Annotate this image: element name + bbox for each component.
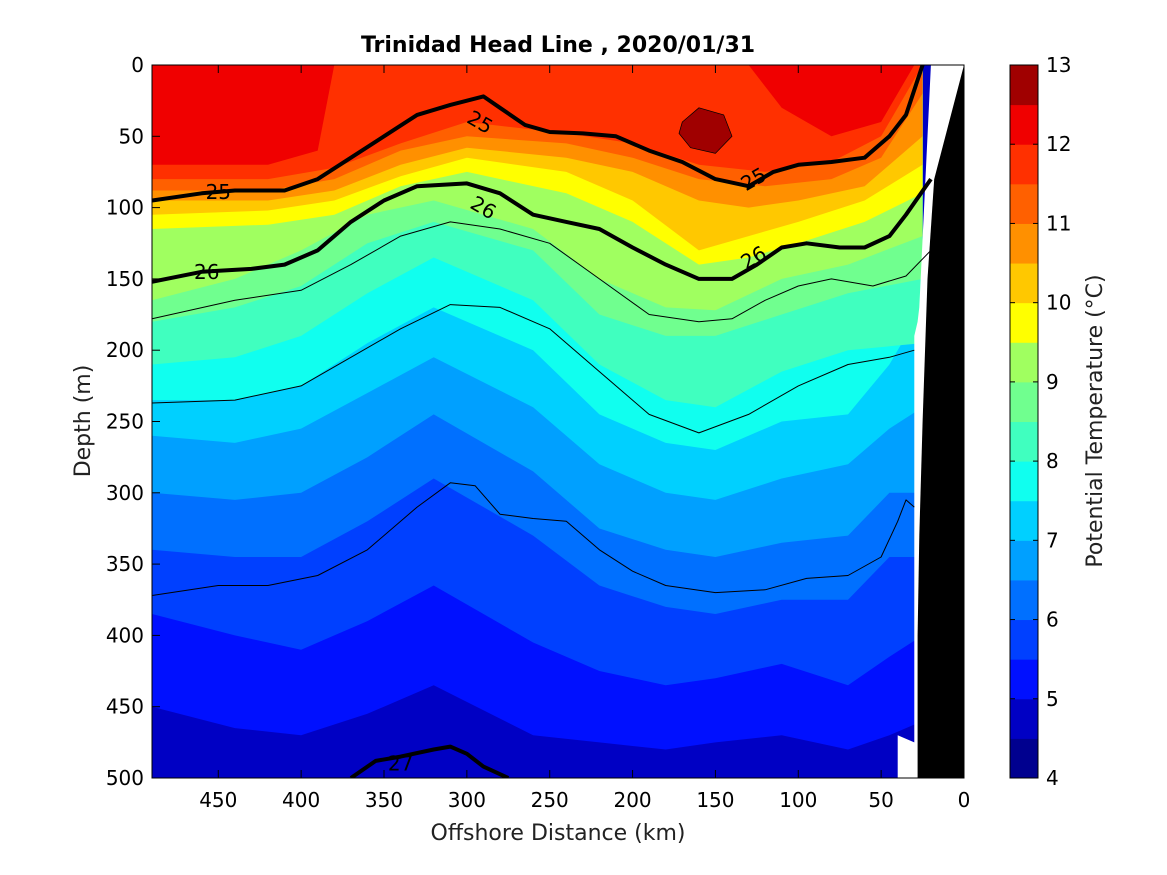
contour-label: 27: [388, 752, 413, 776]
x-tick-label: 250: [531, 788, 569, 812]
colorbar-tick-label: 8: [1046, 449, 1059, 473]
contour-label: 25: [206, 180, 231, 204]
warm-core: [678, 107, 733, 154]
density-contour-bold: [152, 65, 925, 203]
colorbar-tick-label: 11: [1046, 211, 1071, 235]
colorbar-swatch: [1010, 381, 1038, 422]
y-tick-label: 450: [106, 695, 144, 719]
colorbar-swatch: [1010, 500, 1038, 541]
colorbar-tick-label: 4: [1046, 766, 1059, 790]
colorbar: 4 5 6 7 8 9 10 11 12 13: [1009, 53, 1071, 790]
colorbar-swatch: [1010, 302, 1038, 343]
contour-label-text: 25: [206, 180, 231, 204]
temperature-band: [350, 735, 517, 778]
y-tick-label: 300: [106, 481, 144, 505]
colorbar-label: Potential Temperature (°C): [1083, 274, 1108, 567]
temperature-band: [152, 65, 923, 180]
temperature-band: [748, 65, 915, 137]
colorbar-swatch: [1010, 65, 1038, 106]
y-axis: 0 50 100 150 200 250 300 350 400 450 500: [106, 53, 964, 790]
y-tick-label: 400: [106, 623, 144, 647]
colorbar-swatch: [1010, 579, 1038, 621]
colorbar-frame: [1009, 64, 1039, 779]
colorbar-tick-label: 9: [1046, 370, 1059, 394]
x-tick-label: 100: [779, 788, 817, 812]
density-contour: [152, 304, 915, 434]
x-tick-label: 200: [613, 788, 651, 812]
y-tick-label: 100: [106, 196, 144, 220]
x-tick-label: 0: [958, 788, 971, 812]
y-tick-label: 200: [106, 338, 144, 362]
colorbar-swatch: [1010, 263, 1038, 304]
y-axis-label: Depth (m): [71, 365, 96, 478]
colorbar-tick-label: 5: [1046, 687, 1059, 711]
colorbar-swatch: [1010, 223, 1038, 264]
density-contour-bold: [349, 744, 510, 778]
x-tick-label: 400: [282, 788, 320, 812]
colorbar-swatch: [1010, 104, 1038, 145]
y-tick-label: 0: [131, 53, 144, 77]
x-tick-label: 450: [199, 788, 237, 812]
colorbar-tick-label: 12: [1046, 132, 1071, 156]
mask-layer: [897, 65, 964, 778]
colorbar-tick-label: 13: [1046, 53, 1071, 77]
colorbar-swatch: [1010, 540, 1038, 581]
density-contours: [152, 65, 933, 778]
colorbar-swatch: [1010, 144, 1038, 185]
density-contour: [152, 482, 915, 596]
temperature-fills: [152, 65, 964, 778]
colorbar-swatch: [1010, 342, 1038, 383]
x-tick-label: 300: [448, 788, 486, 812]
colorbar-tick-label: 6: [1046, 608, 1059, 632]
chart-title: Trinidad Head Line , 2020/01/31: [361, 33, 755, 58]
x-tick-label: 150: [696, 788, 734, 812]
x-axis-label: Offshore Distance (km): [431, 821, 686, 846]
contour-label: 26: [194, 260, 219, 284]
colorbar-swatch: [1010, 421, 1038, 462]
x-axis: 450 400 350 300 250 200 150 100 50 0: [199, 65, 970, 812]
bathymetry: [917, 65, 964, 778]
density-contour: [152, 221, 932, 323]
density-contour-bold: [152, 177, 933, 284]
temperature-band: [152, 65, 335, 165]
y-tick-label: 500: [106, 766, 144, 790]
y-tick-label: 150: [106, 267, 144, 291]
colorbar-swatch: [1010, 659, 1038, 700]
contour-label-text: 26: [194, 260, 219, 284]
x-tick-label: 50: [868, 788, 893, 812]
colorbar-tick-label: 7: [1046, 528, 1059, 552]
contour-label-text: 27: [388, 752, 413, 776]
x-tick-label: 350: [365, 788, 403, 812]
colorbar-swatch: [1010, 619, 1038, 660]
y-tick-label: 250: [106, 410, 144, 434]
y-tick-label: 350: [106, 552, 144, 576]
colorbar-tick-label: 10: [1046, 291, 1071, 315]
colorbar-swatch: [1010, 183, 1038, 224]
colorbar-swatch: [1010, 698, 1038, 739]
colorbar-swatch: [1010, 461, 1038, 502]
y-tick-label: 50: [119, 124, 144, 148]
colorbar-swatch: [1010, 738, 1038, 779]
